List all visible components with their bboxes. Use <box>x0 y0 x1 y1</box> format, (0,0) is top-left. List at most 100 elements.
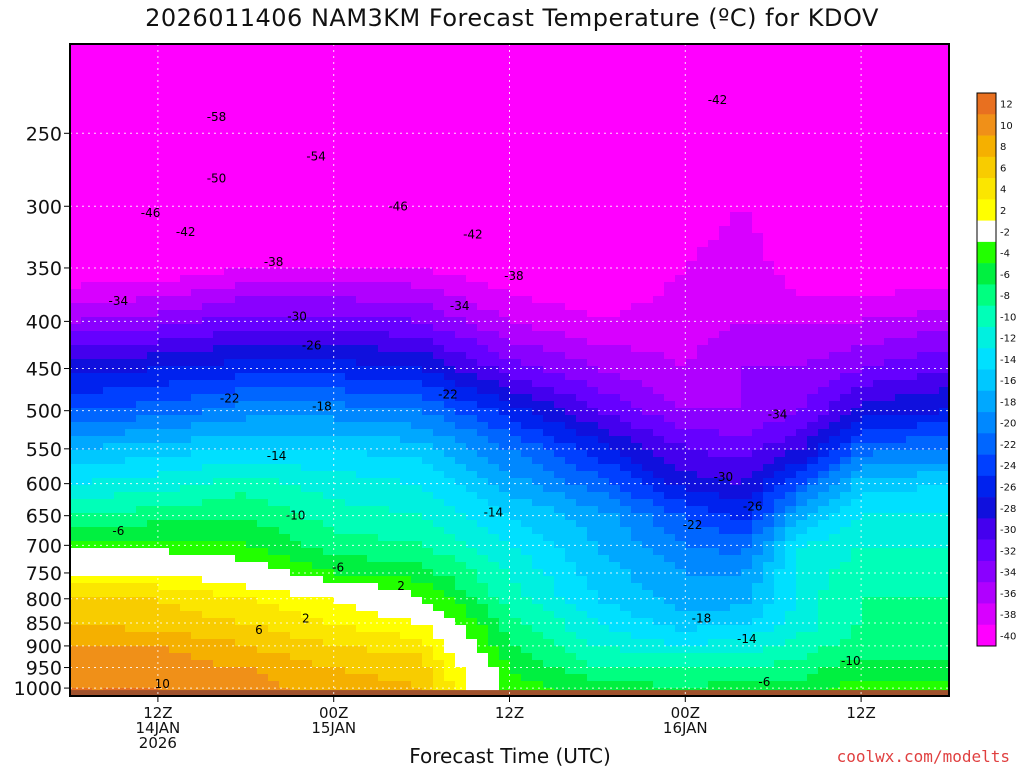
heat-cell <box>598 338 610 346</box>
heat-cell <box>609 366 621 374</box>
heat-cell <box>631 415 643 423</box>
heat-cell <box>268 499 280 507</box>
heat-cell <box>499 464 511 472</box>
heat-cell <box>488 569 500 577</box>
heat-cell <box>433 100 445 108</box>
heat-cell <box>257 170 269 178</box>
heat-cell <box>378 268 390 276</box>
heat-cell <box>345 289 357 297</box>
heat-cell <box>422 583 434 591</box>
heat-cell <box>488 415 500 423</box>
heat-cell <box>312 464 324 472</box>
heat-cell <box>367 464 379 472</box>
heat-cell <box>92 394 104 402</box>
heat-cell <box>455 366 467 374</box>
heat-cell <box>180 611 192 619</box>
heat-cell <box>312 135 324 143</box>
heat-cell <box>543 135 555 143</box>
heat-cell <box>290 569 302 577</box>
heat-cell <box>301 429 313 437</box>
heat-cell <box>455 492 467 500</box>
heat-cell <box>334 604 346 612</box>
heat-cell <box>191 268 203 276</box>
heat-cell <box>114 289 126 297</box>
heat-cell <box>125 247 137 255</box>
heat-cell <box>422 65 434 73</box>
heat-cell <box>356 513 368 521</box>
heat-cell <box>169 170 181 178</box>
heat-cell <box>389 443 401 451</box>
heat-cell <box>378 177 390 185</box>
heat-cell <box>70 408 82 416</box>
heat-cell <box>191 527 203 535</box>
heat-cell <box>147 450 159 458</box>
heat-cell <box>411 387 423 395</box>
heat-cell <box>312 86 324 94</box>
heat-cell <box>202 422 214 430</box>
heat-cell <box>224 289 236 297</box>
heat-cell <box>70 597 82 605</box>
heat-cell <box>598 93 610 101</box>
heat-cell <box>345 618 357 626</box>
heat-cell <box>565 471 577 479</box>
heat-cell <box>356 562 368 570</box>
heat-cell <box>202 387 214 395</box>
heat-cell <box>334 107 346 115</box>
heat-cell <box>389 261 401 269</box>
heat-cell <box>257 338 269 346</box>
heat-cell <box>191 373 203 381</box>
heat-cell <box>378 555 390 563</box>
heat-cell <box>301 639 313 647</box>
heat-cell <box>158 646 170 654</box>
heat-cell <box>642 534 654 542</box>
heat-cell <box>147 233 159 241</box>
heat-cell <box>279 422 291 430</box>
heat-cell <box>433 576 445 584</box>
heat-cell <box>477 583 489 591</box>
heat-cell <box>521 324 533 332</box>
heat-cell <box>521 352 533 360</box>
heat-cell <box>301 436 313 444</box>
heat-cell <box>169 632 181 640</box>
heat-cell <box>180 667 192 675</box>
heat-cell <box>136 590 148 598</box>
heat-cell <box>587 51 599 59</box>
heat-cell <box>455 51 467 59</box>
heat-cell <box>488 240 500 248</box>
heat-cell <box>191 289 203 297</box>
heat-cell <box>554 576 566 584</box>
heat-cell <box>576 366 588 374</box>
heat-cell <box>213 177 225 185</box>
heat-cell <box>543 233 555 241</box>
heat-cell <box>92 590 104 598</box>
heat-cell <box>235 170 247 178</box>
heat-cell <box>323 338 335 346</box>
heat-cell <box>81 100 93 108</box>
heat-cell <box>477 247 489 255</box>
heat-cell <box>620 618 632 626</box>
heat-cell <box>323 639 335 647</box>
heat-cell <box>290 345 302 353</box>
heat-cell <box>488 492 500 500</box>
heat-cell <box>356 170 368 178</box>
heat-cell <box>290 583 302 591</box>
heat-cell <box>213 457 225 465</box>
heat-cell <box>213 156 225 164</box>
heat-cell <box>202 520 214 528</box>
heat-cell <box>323 317 335 325</box>
heat-cell <box>532 415 544 423</box>
heat-cell <box>642 625 654 633</box>
heat-cell <box>576 254 588 262</box>
heat-cell <box>620 604 632 612</box>
heat-cell <box>642 618 654 626</box>
heat-cell <box>92 79 104 87</box>
heat-cell <box>499 450 511 458</box>
heat-cell <box>334 520 346 528</box>
heat-cell <box>235 534 247 542</box>
heat-cell <box>246 100 258 108</box>
heat-cell <box>92 233 104 241</box>
heat-cell <box>279 289 291 297</box>
heat-cell <box>620 450 632 458</box>
heat-cell <box>301 345 313 353</box>
heat-cell <box>125 44 137 52</box>
